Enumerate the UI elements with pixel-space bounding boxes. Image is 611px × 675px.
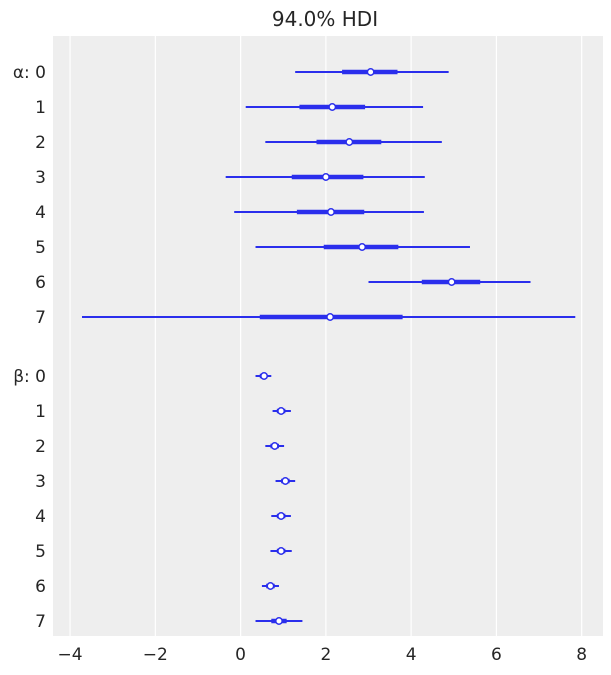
y-tick-label: 4 bbox=[35, 507, 46, 527]
x-tick-label: 6 bbox=[491, 645, 502, 665]
mean-point bbox=[277, 512, 286, 520]
mean-point bbox=[447, 278, 456, 286]
y-tick-label: 7 bbox=[35, 612, 46, 632]
mean-point bbox=[326, 313, 335, 321]
mean-point bbox=[327, 208, 335, 216]
y-tick-labels: α: 0 1 2 3 4 5 6 7 β: 0 1 2 3 4 5 6 7 bbox=[13, 63, 46, 632]
chart-title: 94.0% HDI bbox=[272, 7, 378, 31]
y-tick-label: 6 bbox=[35, 577, 46, 597]
y-tick-label: α: 0 bbox=[13, 63, 46, 83]
y-tick-label: 4 bbox=[35, 203, 46, 223]
y-tick-label: 2 bbox=[35, 133, 46, 153]
mean-point bbox=[266, 582, 275, 590]
y-tick-label: 7 bbox=[35, 308, 46, 328]
mean-point bbox=[270, 442, 279, 450]
mean-point bbox=[277, 407, 286, 415]
y-tick-label: 5 bbox=[35, 542, 46, 562]
mean-point bbox=[366, 68, 375, 76]
y-tick-label: 6 bbox=[35, 273, 46, 293]
y-tick-label: β: 0 bbox=[13, 367, 46, 387]
y-tick-label: 2 bbox=[35, 437, 46, 457]
mean-point bbox=[275, 617, 283, 625]
mean-point bbox=[321, 173, 330, 181]
mean-point bbox=[260, 372, 268, 380]
y-tick-label: 1 bbox=[35, 402, 46, 422]
grid-lines bbox=[69, 36, 583, 636]
mean-point bbox=[358, 243, 367, 251]
x-tick-label: 4 bbox=[406, 645, 417, 665]
mean-point bbox=[345, 138, 354, 146]
y-tick-label: 1 bbox=[35, 98, 46, 118]
y-tick-label: 3 bbox=[35, 472, 46, 492]
x-tick-label: 0 bbox=[235, 645, 246, 665]
mean-point bbox=[328, 103, 337, 111]
x-tick-label: −4 bbox=[58, 645, 83, 665]
mean-point bbox=[281, 477, 290, 485]
x-tick-labels: −4 −2 0 2 4 6 8 bbox=[58, 645, 588, 665]
y-tick-label: 5 bbox=[35, 238, 46, 258]
forest-marks bbox=[81, 68, 576, 625]
x-tick-label: −2 bbox=[143, 645, 168, 665]
plot-background bbox=[53, 36, 603, 636]
mean-point bbox=[277, 547, 286, 555]
y-tick-label: 3 bbox=[35, 168, 46, 188]
x-tick-label: 2 bbox=[320, 645, 331, 665]
x-tick-label: 8 bbox=[576, 645, 587, 665]
